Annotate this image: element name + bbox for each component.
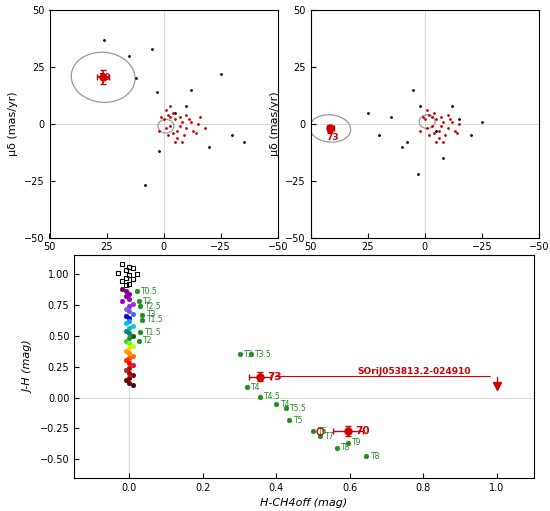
- Text: T3: T3: [244, 350, 254, 359]
- Text: T4.5: T4.5: [264, 392, 281, 402]
- Text: T6: T6: [317, 427, 327, 436]
- Text: T0.5: T0.5: [141, 287, 158, 296]
- Text: T5.5: T5.5: [290, 404, 307, 412]
- Text: 70: 70: [98, 73, 111, 82]
- Text: T4: T4: [251, 383, 261, 391]
- Y-axis label: J-H (mag): J-H (mag): [24, 340, 34, 393]
- X-axis label: μα cosδ (mas/yr): μα cosδ (mas/yr): [378, 258, 472, 268]
- Text: T8: T8: [342, 443, 351, 452]
- Text: 73: 73: [267, 371, 282, 382]
- Text: T8: T8: [371, 452, 380, 461]
- Text: T4: T4: [280, 400, 290, 409]
- Text: T7: T7: [325, 432, 334, 441]
- Text: SOriJ053813.2-024910: SOriJ053813.2-024910: [357, 367, 471, 376]
- Text: 73: 73: [327, 133, 339, 142]
- Text: T3.5: T3.5: [255, 350, 272, 359]
- X-axis label: H-CH4off (mag): H-CH4off (mag): [260, 498, 348, 508]
- X-axis label: μα cosδ (mas/yr): μα cosδ (mas/yr): [117, 258, 211, 268]
- Y-axis label: μδ (mas/yr): μδ (mas/yr): [270, 91, 280, 156]
- Text: T2.5: T2.5: [145, 301, 161, 311]
- Text: T2: T2: [143, 297, 152, 306]
- Text: T5: T5: [294, 416, 303, 425]
- Text: 70: 70: [355, 426, 370, 436]
- Text: T1.5: T1.5: [147, 315, 163, 324]
- Text: T1.5: T1.5: [145, 328, 161, 337]
- Text: T2: T2: [143, 336, 152, 345]
- Text: T9: T9: [353, 438, 362, 447]
- Text: T3: T3: [147, 310, 156, 319]
- Y-axis label: μδ (mas/yr): μδ (mas/yr): [8, 91, 19, 156]
